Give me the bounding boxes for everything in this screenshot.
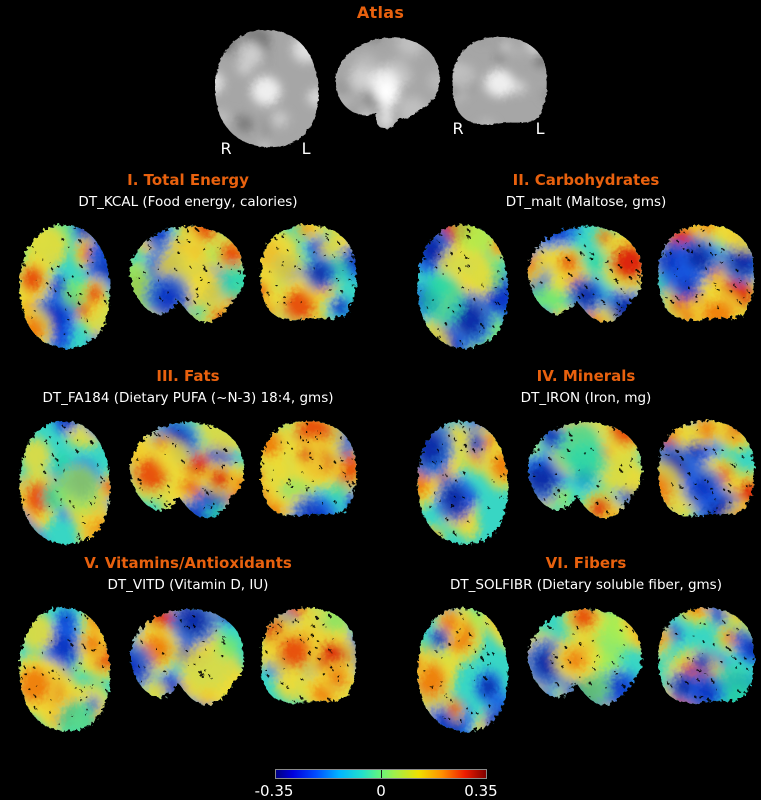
brain-map-row bbox=[411, 606, 761, 733]
colorbar-zero-tick bbox=[381, 770, 382, 778]
brain-map-sagittal bbox=[527, 609, 642, 706]
panel-subtitle: DT_FA184 (Dietary PUFA (~N-3) 18:4, gms) bbox=[42, 390, 334, 406]
brain-map-row bbox=[2, 606, 374, 733]
brain-map-axial bbox=[417, 608, 508, 732]
panel-subtitle: DT_SOLFIBR (Dietary soluble fiber, gms) bbox=[450, 577, 722, 593]
panel-fats: III. Fats DT_FA184 (Dietary PUFA (~N-3) … bbox=[2, 366, 374, 546]
atlas-title: Atlas bbox=[356, 3, 405, 22]
brain-map-sagittal bbox=[129, 609, 244, 706]
atlas-axial-image bbox=[214, 29, 319, 148]
panel-title: III. Fats bbox=[156, 367, 220, 385]
brain-map-row bbox=[411, 223, 761, 350]
brain-map-coronal bbox=[260, 607, 357, 704]
brain-map-row bbox=[411, 419, 761, 546]
panel-fibers: VI. Fibers DT_SOLFIBR (Dietary soluble f… bbox=[411, 553, 761, 733]
panel-title: V. Vitamins/Antioxidants bbox=[84, 554, 292, 572]
brain-map-sagittal bbox=[527, 226, 642, 323]
panel-minerals: IV. Minerals DT_IRON (Iron, mg) bbox=[411, 366, 761, 546]
orientation-label-left: L bbox=[301, 139, 311, 158]
brain-map-coronal bbox=[658, 607, 755, 704]
panel-subtitle: DT_IRON (Iron, mg) bbox=[520, 390, 652, 406]
brain-map-coronal bbox=[260, 224, 357, 321]
orientation-label-left: L bbox=[535, 119, 545, 138]
panel-subtitle: DT_KCAL (Food energy, calories) bbox=[78, 194, 298, 210]
atlas-coronal-view: R L bbox=[448, 35, 551, 137]
brain-map-axial bbox=[19, 421, 110, 545]
panel-subtitle: DT_malt (Maltose, gms) bbox=[505, 194, 667, 210]
atlas-sagittal-image bbox=[335, 37, 440, 129]
panel-title: IV. Minerals bbox=[536, 367, 636, 385]
colorbar-min-label: -0.35 bbox=[254, 782, 294, 800]
panel-title: II. Carbohydrates bbox=[512, 171, 660, 189]
panel-carbohydrates: II. Carbohydrates DT_malt (Maltose, gms) bbox=[411, 170, 761, 350]
brain-map-sagittal bbox=[129, 422, 244, 519]
brain-map-sagittal bbox=[527, 422, 642, 519]
brain-map-coronal bbox=[260, 420, 357, 517]
brain-map-coronal bbox=[658, 224, 755, 321]
panel-vitamins-antioxidants: V. Vitamins/Antioxidants DT_VITD (Vitami… bbox=[2, 553, 374, 733]
atlas-sagittal-view bbox=[326, 33, 443, 130]
atlas-row: R L R L bbox=[0, 28, 761, 157]
orientation-label-right: R bbox=[452, 119, 464, 138]
panel-subtitle: DT_VITD (Vitamin D, IU) bbox=[107, 577, 269, 593]
brain-map-axial bbox=[19, 225, 110, 349]
brain-map-sagittal bbox=[129, 226, 244, 323]
panel-total-energy: I. Total Energy DT_KCAL (Food energy, ca… bbox=[2, 170, 374, 350]
panel-title: I. Total Energy bbox=[127, 171, 249, 189]
orientation-label-right: R bbox=[220, 139, 232, 158]
brain-map-axial bbox=[417, 421, 508, 545]
brain-map-axial bbox=[19, 608, 110, 732]
atlas-coronal-image bbox=[452, 36, 547, 125]
colorbar-max-label: 0.35 bbox=[464, 782, 498, 800]
brain-map-row bbox=[2, 223, 374, 350]
colorbar-zero-label: 0 bbox=[376, 782, 386, 800]
brain-map-coronal bbox=[658, 420, 755, 517]
brain-map-axial bbox=[417, 225, 508, 349]
colorbar bbox=[275, 769, 487, 779]
brain-map-row bbox=[2, 419, 374, 546]
panel-title: VI. Fibers bbox=[545, 554, 627, 572]
atlas-axial-view: R L bbox=[211, 28, 321, 157]
